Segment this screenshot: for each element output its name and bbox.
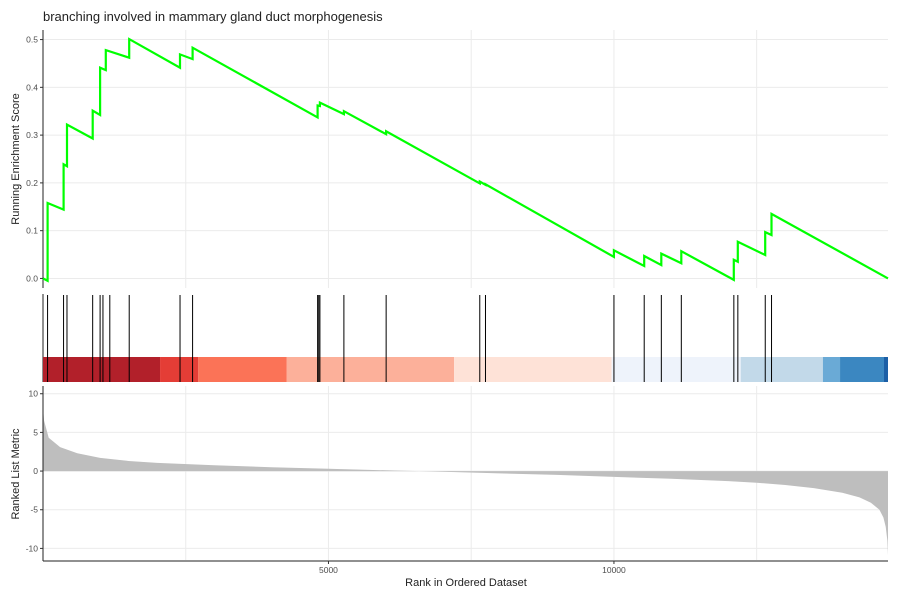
ranked-metric-y-tick-label: 0 — [33, 466, 38, 476]
gene-hit-marks — [47, 295, 773, 382]
ranked-metric-x-label: Rank in Ordered Dataset — [405, 577, 527, 589]
ranked-metric-y-tick-label: -10 — [26, 543, 39, 553]
ranked-metric-y-tick-label: -5 — [30, 505, 38, 515]
ranked-metric-x-tick-label: 5000 — [319, 565, 338, 575]
running-score-y-tick-label: 0.0 — [26, 273, 38, 283]
running-score-y-tick-label: 0.1 — [26, 226, 38, 236]
running-score-y-tick-label: 0.2 — [26, 178, 38, 188]
ranked-metric-y-ticks: 10 5 0 -5 -10 — [26, 389, 43, 553]
rank-color-segment — [160, 357, 199, 382]
running-score-gridlines — [43, 30, 888, 288]
rank-color-bar — [43, 357, 888, 382]
gene-hits-panel — [42, 294, 888, 382]
rank-color-segment — [43, 357, 161, 382]
ranked-metric-panel: 10 5 0 -5 -10 5000 10000 Ranked List Metric R… — [10, 386, 888, 589]
rank-color-segment — [286, 357, 455, 382]
ranked-metric-area — [43, 407, 888, 556]
running-score-y-tick-label: 0.4 — [26, 82, 38, 92]
rank-color-segment — [884, 357, 888, 382]
ranked-metric-y-label: Ranked List Metric — [10, 428, 22, 520]
chart-title: branching involved in mammary gland duct… — [43, 9, 383, 24]
rank-color-segment — [840, 357, 885, 382]
running-score-y-tick-label: 0.5 — [26, 35, 38, 45]
running-score-line — [42, 37, 889, 283]
running-score-y-label: Running Enrichment Score — [10, 93, 22, 224]
ranked-metric-y-tick-label: 10 — [29, 389, 39, 399]
rank-color-segment — [611, 357, 741, 382]
rank-color-segment — [454, 357, 612, 382]
running-score-y-tick-label: 0.3 — [26, 130, 38, 140]
ranked-metric-x-tick-label: 10000 — [602, 565, 626, 575]
rank-color-segment — [198, 357, 287, 382]
running-score-y-ticks: 0.0 0.1 0.2 0.3 0.4 0.5 — [26, 35, 43, 283]
rank-color-segment — [740, 357, 823, 382]
running-score-panel: 0.0 0.1 0.2 0.3 0.4 0.5 Running Enrichment Sc… — [10, 30, 889, 288]
rank-color-segment — [822, 357, 841, 382]
ranked-metric-x-ticks: 5000 10000 — [319, 561, 626, 575]
ranked-metric-y-tick-label: 5 — [33, 427, 38, 437]
